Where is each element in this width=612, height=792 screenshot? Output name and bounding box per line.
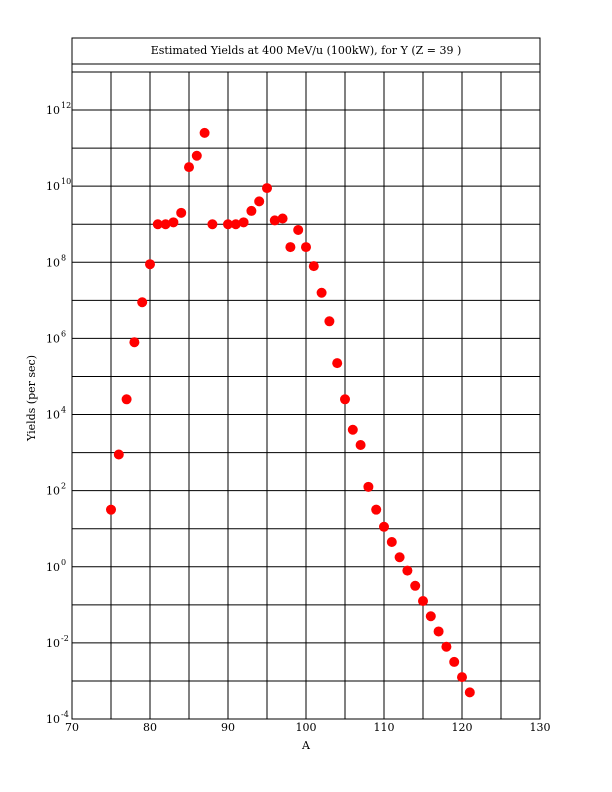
data-point: [277, 213, 288, 224]
data-point: [254, 196, 265, 207]
x-tick-label: 80: [143, 721, 157, 734]
x-tick-labels: 70 80 90 100 110 120 130: [65, 721, 551, 734]
y-tick-label: 10: [46, 561, 60, 574]
y-tick-exponent: 4: [61, 406, 66, 415]
data-point: [332, 358, 343, 369]
x-tick-label: 70: [65, 721, 79, 734]
data-point: [324, 316, 335, 327]
data-point: [394, 552, 405, 563]
data-point: [176, 207, 187, 218]
data-point: [340, 394, 350, 405]
x-tick-label: 110: [374, 721, 395, 734]
x-tick-label: 100: [296, 721, 317, 734]
data-point: [223, 219, 233, 230]
data-point: [379, 521, 389, 532]
y-axis-label: Yields (per sec): [25, 355, 38, 442]
data-point: [355, 439, 366, 450]
data-point: [246, 205, 257, 216]
data-point: [230, 219, 241, 230]
y-tick-exponent: 6: [61, 329, 66, 338]
data-point: [301, 242, 311, 253]
data-point: [152, 219, 163, 230]
data-point: [160, 219, 171, 230]
data-points: [106, 127, 475, 698]
data-point: [145, 259, 155, 270]
data-point: [418, 596, 428, 607]
y-tick-label: 10: [46, 256, 60, 269]
data-point: [449, 656, 460, 667]
data-point: [433, 626, 444, 637]
data-point: [457, 672, 467, 683]
y-tick-exponent: 8: [61, 253, 66, 262]
y-tick-label: 10: [46, 713, 60, 726]
data-point: [316, 287, 327, 298]
data-point: [371, 504, 382, 515]
y-tick-exponent: -4: [61, 710, 69, 719]
grid-lines: [72, 72, 540, 719]
data-point: [464, 687, 475, 698]
data-point: [199, 127, 210, 138]
data-point: [363, 481, 374, 492]
y-tick-label: 10: [46, 180, 60, 193]
data-point: [347, 424, 358, 435]
y-tick-exponent: 12: [61, 101, 71, 110]
data-point: [121, 394, 132, 405]
data-point: [184, 162, 194, 173]
data-point: [106, 504, 116, 515]
y-tick-label: 10: [46, 409, 60, 422]
data-point: [137, 297, 148, 308]
data-point: [441, 641, 452, 652]
data-point: [207, 219, 218, 230]
data-point: [238, 217, 249, 228]
data-point: [113, 449, 124, 460]
data-point: [129, 337, 140, 348]
data-point: [269, 215, 280, 226]
y-tick-label: 10: [46, 332, 60, 345]
y-tick-label: 10: [46, 104, 60, 117]
data-point: [262, 183, 272, 194]
data-point: [410, 580, 421, 591]
x-tick-label: 130: [530, 721, 551, 734]
data-point: [425, 611, 436, 622]
data-point: [293, 224, 304, 235]
y-tick-exponent: 0: [61, 558, 66, 567]
y-tick-exponent: -2: [61, 634, 69, 643]
data-point: [386, 537, 397, 548]
chart-title: Estimated Yields at 400 MeV/u (100kW), f…: [151, 44, 462, 57]
x-axis-label: A: [301, 739, 311, 752]
x-tick-label: 90: [221, 721, 235, 734]
data-point: [402, 565, 413, 576]
y-tick-label: 10: [46, 485, 60, 498]
y-tick-exponent: 10: [61, 177, 71, 186]
y-tick-exponent: 2: [61, 482, 66, 491]
data-point: [308, 261, 319, 272]
data-point: [168, 217, 179, 228]
data-point: [285, 242, 296, 253]
y-tick-label: 10: [46, 637, 60, 650]
x-tick-label: 120: [452, 721, 473, 734]
data-point: [191, 150, 202, 161]
